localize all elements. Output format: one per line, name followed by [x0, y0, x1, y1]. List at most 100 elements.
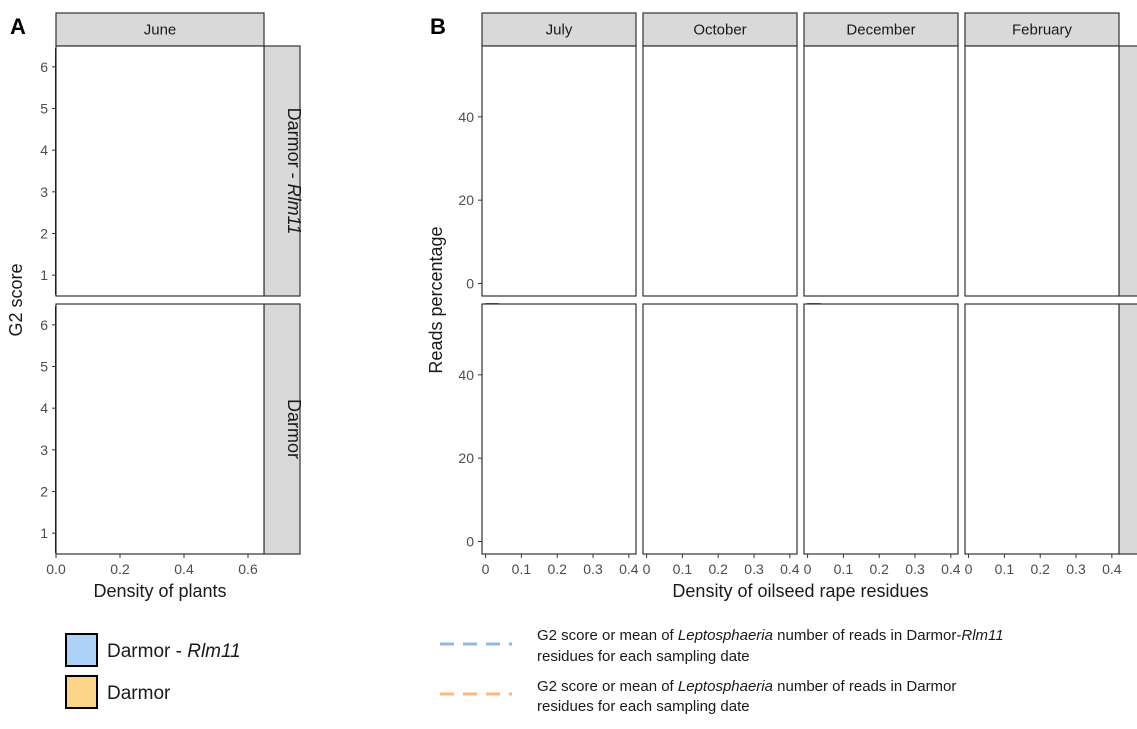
legend-swatch-darmor: [65, 675, 98, 709]
x-tick-label: 0.2: [1030, 561, 1050, 577]
text-segment: G2 score or mean of: [537, 627, 678, 644]
row-strip: [1118, 45, 1137, 297]
x-tick-label: 0.2: [110, 561, 130, 577]
y-tick-label: 6: [40, 317, 48, 333]
facet-panel-june-darmor: [55, 303, 265, 555]
legend-line-text-1: G2 score or mean of Leptosphaeria number…: [537, 678, 956, 695]
text-segment: Leptosphaeria: [678, 627, 773, 644]
legend-line-text-1: G2 score or mean of Leptosphaeria number…: [537, 627, 1004, 644]
x-tick-label: 0.4: [1102, 561, 1122, 577]
legend-line-text-2: residues for each sampling date: [537, 698, 750, 715]
panel-border: [55, 303, 265, 555]
x-tick-label: 0: [965, 561, 973, 577]
facet-panel-december-rlm11: [803, 45, 959, 297]
facet-panel-october-rlm11: [642, 45, 798, 297]
text-segment: number of reads in Darmor: [773, 678, 956, 695]
panel-border: [55, 45, 265, 297]
text-segment: Darmor -: [107, 641, 187, 662]
x-tick-label: 0.6: [238, 561, 258, 577]
text-segment: number of reads in Darmor-: [773, 627, 961, 644]
text-segment: G2 score or mean of: [537, 678, 678, 695]
facet-strip-october: [642, 12, 798, 47]
legend-label-darmor: Darmor: [107, 683, 171, 704]
y-tick-label: 5: [40, 101, 48, 117]
y-tick-label: 0: [466, 276, 474, 292]
facet-strip-label: July: [546, 22, 573, 39]
text-segment: Rlm11: [187, 641, 241, 662]
y-tick-label: 4: [40, 400, 48, 416]
panel-border: [642, 303, 798, 555]
y-tick-label: 3: [40, 442, 48, 458]
row-strip: [263, 303, 301, 555]
facet-strip-december: [803, 12, 959, 47]
facet-strip-july: [481, 12, 637, 47]
legend-label-rlm11: Darmor - Rlm11: [107, 641, 241, 662]
y-tick-label: 2: [40, 484, 48, 500]
y-tick-label: 2: [40, 226, 48, 242]
panel-border: [642, 45, 798, 297]
text-segment: Leptosphaeria: [678, 678, 773, 695]
x-tick-label: 0.2: [547, 561, 567, 577]
y-tick-label: 20: [458, 192, 474, 208]
y-tick-label: 20: [458, 450, 474, 466]
facet-panel-june-rlm11: [55, 45, 265, 297]
row-label-text: Darmor -: [284, 108, 304, 184]
facet-strip-label: June: [144, 22, 177, 39]
panel-border: [964, 303, 1120, 555]
x-tick-label: 0.0: [46, 561, 66, 577]
panel-border: [803, 303, 959, 555]
facet-strip-february: [964, 12, 1120, 47]
legend-swatch-rlm11: [65, 633, 98, 667]
row-strip: [263, 45, 301, 297]
row-strip: [1118, 303, 1137, 555]
x-tick-label: 0.2: [869, 561, 889, 577]
panel-border: [481, 303, 637, 555]
x-tick-label: 0.3: [744, 561, 764, 577]
y-axis-title: Reads percentage: [426, 226, 446, 373]
y-tick-label: 3: [40, 184, 48, 200]
row-strip-label: Darmor: [284, 399, 304, 459]
x-tick-label: 0.4: [619, 561, 639, 577]
text-segment: Darmor: [107, 683, 171, 704]
panel-border: [481, 45, 637, 297]
y-tick-label: 1: [40, 267, 48, 283]
facet-panel-july-darmor: [481, 303, 637, 555]
x-tick-label: 0.3: [583, 561, 603, 577]
facet-strip-label: December: [846, 22, 915, 39]
y-tick-label: 0: [466, 534, 474, 550]
y-tick-label: 1: [40, 525, 48, 541]
x-axis-title: Density of oilseed rape residues: [672, 581, 928, 601]
panel-letter-b: B: [430, 14, 446, 39]
panel-border: [803, 45, 959, 297]
x-tick-label: 0.2: [708, 561, 728, 577]
legend-line-text-2: residues for each sampling date: [537, 648, 750, 665]
facet-strip-label: October: [693, 22, 746, 39]
row-strip-label: Darmor - Rlm11: [284, 108, 304, 235]
facet-strip-june: [55, 12, 265, 47]
x-axis-title: Density of plants: [93, 581, 226, 601]
facet-panel-february-rlm11: [964, 45, 1120, 297]
x-tick-label: 0.4: [174, 561, 194, 577]
y-tick-label: 40: [458, 367, 474, 383]
x-tick-label: 0.3: [905, 561, 925, 577]
y-tick-label: 6: [40, 59, 48, 75]
x-tick-label: 0: [643, 561, 651, 577]
text-segment: Rlm11: [961, 627, 1003, 644]
x-tick-label: 0.1: [673, 561, 693, 577]
facet-panel-december-darmor: [803, 303, 959, 555]
x-tick-label: 0.3: [1066, 561, 1086, 577]
panel-letter-a: A: [10, 14, 26, 39]
x-tick-label: 0.1: [834, 561, 854, 577]
x-tick-label: 0.4: [941, 561, 961, 577]
y-tick-label: 40: [458, 109, 474, 125]
facet-panel-october-darmor: [642, 303, 798, 555]
facet-panel-july-rlm11: [481, 45, 637, 297]
panel-border: [964, 45, 1120, 297]
x-tick-label: 0.1: [995, 561, 1015, 577]
y-axis-title: G2 score: [6, 263, 26, 336]
row-label-text: Darmor: [284, 399, 304, 459]
y-tick-label: 4: [40, 142, 48, 158]
x-tick-label: 0.1: [512, 561, 532, 577]
x-tick-label: 0.4: [780, 561, 800, 577]
